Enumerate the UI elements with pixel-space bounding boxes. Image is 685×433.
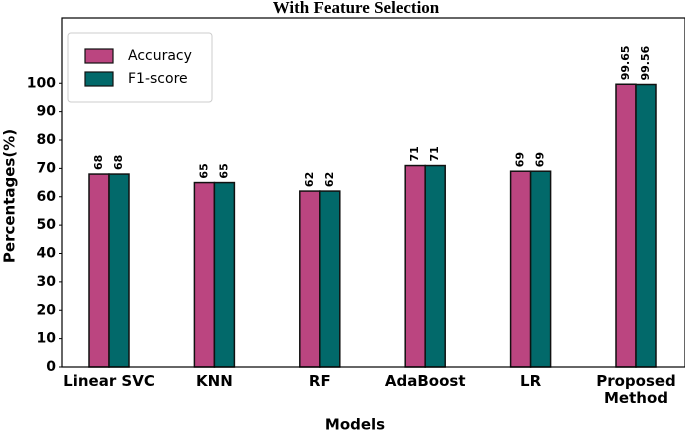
legend-swatch bbox=[84, 48, 114, 64]
x-tick-label: Linear SVC bbox=[63, 372, 155, 390]
y-tick-label: 40 bbox=[37, 246, 57, 262]
y-tick-label: 80 bbox=[37, 132, 57, 148]
value-label: 69 bbox=[514, 152, 527, 167]
bar bbox=[299, 190, 321, 368]
y-tick-label: 0 bbox=[46, 359, 56, 375]
value-label: 65 bbox=[217, 163, 230, 178]
value-label: 62 bbox=[303, 172, 316, 187]
bar bbox=[88, 173, 110, 368]
y-tick-label: 20 bbox=[37, 302, 57, 318]
value-label: 68 bbox=[92, 155, 105, 170]
y-tick-label: 70 bbox=[37, 160, 57, 176]
y-axis-label: Percentages(%) bbox=[1, 129, 19, 263]
legend-swatch bbox=[84, 71, 114, 87]
x-tick-label: Proposed Method bbox=[596, 372, 676, 407]
bar bbox=[319, 190, 341, 368]
bar bbox=[424, 164, 446, 368]
value-label: 62 bbox=[323, 172, 336, 187]
y-tick-label: 90 bbox=[37, 104, 57, 120]
plot-frame bbox=[61, 17, 685, 368]
value-label: 99.56 bbox=[639, 45, 652, 80]
chart-title: With Feature Selection bbox=[273, 0, 440, 17]
bar bbox=[509, 170, 532, 368]
legend-label: Accuracy bbox=[128, 48, 192, 64]
value-label: 71 bbox=[428, 146, 441, 161]
y-tick-label: 100 bbox=[27, 75, 56, 91]
bar bbox=[213, 181, 236, 368]
value-label: 65 bbox=[197, 163, 210, 178]
x-tick-label: KNN bbox=[196, 372, 233, 390]
bar bbox=[615, 83, 637, 368]
value-label: 99.65 bbox=[619, 45, 632, 80]
bar bbox=[108, 173, 130, 368]
y-tick-label: 50 bbox=[37, 217, 57, 233]
value-label: 71 bbox=[408, 146, 421, 161]
bar bbox=[193, 181, 216, 368]
x-tick-label: LR bbox=[520, 372, 542, 390]
bar bbox=[529, 170, 552, 368]
bar bbox=[404, 164, 426, 368]
y-tick-label: 10 bbox=[37, 331, 57, 347]
y-tick-label: 30 bbox=[37, 274, 57, 290]
legend-label: F1-score bbox=[128, 71, 188, 87]
bar bbox=[635, 83, 657, 368]
legend-box bbox=[67, 32, 213, 103]
legend: Accuracy F1-score bbox=[67, 32, 213, 103]
x-tick-label: RF bbox=[308, 372, 331, 390]
value-label: 69 bbox=[534, 152, 547, 167]
x-axis-label: Models bbox=[325, 416, 385, 433]
value-label: 68 bbox=[112, 155, 125, 170]
y-tick-label: 60 bbox=[37, 189, 57, 205]
x-tick-label: AdaBoost bbox=[384, 372, 466, 390]
